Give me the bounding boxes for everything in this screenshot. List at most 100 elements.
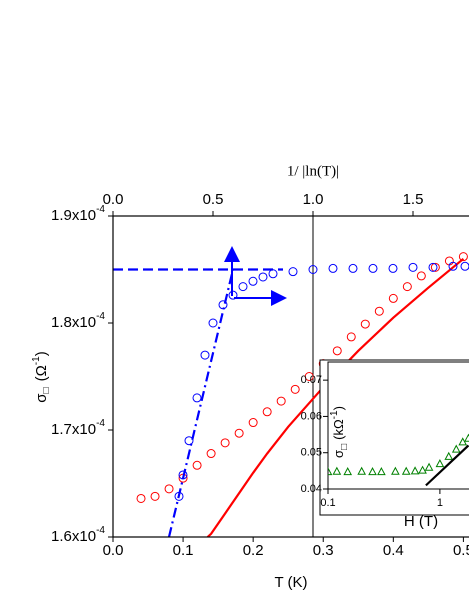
point bbox=[435, 459, 445, 468]
point bbox=[192, 460, 202, 470]
point bbox=[368, 263, 378, 273]
point bbox=[332, 466, 342, 475]
point bbox=[208, 318, 218, 328]
y-label-symbol: σ bbox=[33, 393, 50, 403]
point bbox=[408, 262, 418, 272]
point bbox=[178, 470, 188, 480]
y-label-sup: -1 bbox=[329, 410, 340, 419]
point bbox=[360, 319, 370, 329]
y-label-unit: (Ω bbox=[33, 365, 50, 381]
y-tick-label: 1.6x10-4 bbox=[51, 525, 105, 545]
point bbox=[328, 467, 333, 476]
x2-axis-label: 1/ |ln(T)| bbox=[287, 163, 339, 179]
point bbox=[448, 261, 458, 271]
point bbox=[346, 332, 356, 342]
plot-frame bbox=[112, 215, 469, 538]
y-label-sub: □ bbox=[41, 387, 52, 393]
x-tick-label: 1 bbox=[437, 497, 443, 509]
point bbox=[248, 276, 258, 286]
point bbox=[348, 263, 358, 273]
point bbox=[458, 252, 468, 262]
line bbox=[425, 444, 469, 487]
inset-frame bbox=[327, 361, 469, 490]
point bbox=[388, 293, 398, 303]
frame bbox=[112, 215, 314, 538]
y-label-close: ) bbox=[33, 351, 50, 356]
point bbox=[416, 271, 426, 281]
y-tick-exponent: -4 bbox=[96, 418, 105, 429]
x2-tick-label: 1.0 bbox=[303, 191, 324, 208]
y-tick-label: 0.07 bbox=[301, 374, 322, 386]
point bbox=[164, 484, 174, 494]
point bbox=[401, 466, 411, 475]
data-area bbox=[328, 433, 469, 487]
point bbox=[192, 393, 202, 403]
line bbox=[206, 257, 465, 537]
point bbox=[328, 263, 338, 273]
point bbox=[424, 462, 434, 471]
point bbox=[428, 262, 438, 272]
point bbox=[430, 262, 440, 272]
point bbox=[150, 491, 160, 501]
inset-plot: 0.1 1 0.04 0.05 0.06 0.07 bbox=[301, 359, 469, 516]
y-tick-label: 1.8x10-4 bbox=[51, 311, 105, 331]
y-tick-label: 0.06 bbox=[301, 410, 322, 422]
y-label-sup: -1 bbox=[31, 356, 42, 365]
x-tick-label: 0.5 bbox=[453, 542, 469, 559]
point bbox=[368, 467, 377, 476]
x-tick-label: 0.1 bbox=[173, 542, 194, 559]
point bbox=[391, 466, 400, 475]
inset-x-label: H (T) bbox=[404, 513, 438, 530]
point bbox=[262, 407, 272, 417]
y-tick-label: 1.7x10-4 bbox=[51, 418, 105, 438]
y-tick-mantissa: 1.7x10 bbox=[51, 421, 96, 438]
inset-y-label: σ□ (kΩ-1) bbox=[329, 406, 350, 458]
point bbox=[460, 261, 469, 271]
point bbox=[304, 372, 314, 381]
point bbox=[200, 350, 210, 360]
point bbox=[290, 384, 300, 394]
point bbox=[248, 418, 258, 428]
point bbox=[402, 282, 412, 292]
y-label-close: ) bbox=[331, 406, 346, 410]
point bbox=[136, 493, 146, 503]
point bbox=[184, 436, 194, 446]
point bbox=[220, 438, 230, 448]
y-tick-exponent: -4 bbox=[96, 311, 105, 322]
point bbox=[410, 466, 420, 475]
point bbox=[388, 263, 398, 273]
main-plot: 0.00.10.20.30.40.50.00.51.01.51.6x10-41.… bbox=[51, 191, 469, 559]
point bbox=[464, 433, 469, 442]
point bbox=[357, 466, 367, 475]
point bbox=[374, 306, 384, 316]
y-label-sub: □ bbox=[339, 444, 350, 450]
x-tick-label: 0.0 bbox=[103, 542, 124, 559]
y-tick-label: 0.04 bbox=[301, 483, 322, 495]
point bbox=[332, 346, 342, 356]
x-tick-label: 0.3 bbox=[313, 542, 334, 559]
y-tick-label: 0.05 bbox=[301, 447, 322, 459]
y-tick-mantissa: 1.6x10 bbox=[51, 528, 96, 545]
x-tick-label: 0.4 bbox=[383, 542, 404, 559]
point bbox=[206, 449, 216, 459]
point bbox=[288, 267, 298, 277]
point bbox=[276, 396, 286, 406]
point bbox=[377, 467, 386, 476]
point bbox=[268, 269, 278, 279]
y-tick-mantissa: 1.9x10 bbox=[51, 207, 96, 224]
y-tick-exponent: -4 bbox=[96, 525, 105, 536]
point bbox=[343, 467, 353, 476]
x2-tick-label: 0.0 bbox=[103, 191, 124, 208]
y-label-unit: (kΩ bbox=[331, 419, 346, 440]
x-tick-label: 0.2 bbox=[243, 542, 264, 559]
point bbox=[444, 451, 454, 460]
y-tick-exponent: -4 bbox=[96, 204, 105, 215]
y-label-symbol: σ bbox=[331, 450, 346, 458]
point bbox=[234, 428, 244, 438]
point bbox=[258, 272, 268, 282]
line bbox=[167, 269, 235, 537]
y-tick-mantissa: 1.8x10 bbox=[51, 314, 96, 331]
y-axis-label: σ□ (Ω-1) bbox=[31, 351, 52, 402]
x-axis-label: T (K) bbox=[274, 574, 307, 591]
